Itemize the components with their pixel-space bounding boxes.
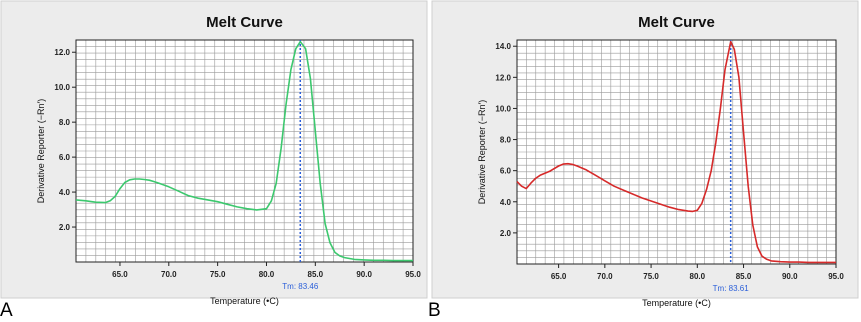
melt-curve-series-line [516, 40, 836, 264]
y-tick-label: 4.0 [59, 188, 71, 197]
x-tick-label: 80.0 [259, 270, 275, 279]
panel-label-b: B [428, 300, 441, 321]
x-tick-label: 90.0 [356, 270, 372, 279]
y-tick-label: 14.0 [495, 42, 511, 51]
y-tick-label: 4.0 [500, 198, 512, 207]
melt-curve-series-line [75, 40, 413, 262]
tm-marker-label: Tm: 83.46 [282, 282, 319, 291]
x-tick-label: 85.0 [308, 270, 324, 279]
x-tick-label: 65.0 [112, 270, 128, 279]
grid-lines [517, 40, 836, 264]
y-tick-label: 10.0 [495, 104, 511, 113]
y-axis-label: Derivative Reporter (−Rn′) [36, 99, 46, 203]
x-tick-label: 70.0 [161, 270, 177, 279]
x-axis-label: Temperature (•C) [210, 296, 279, 306]
y-tick-label: 2.0 [500, 229, 512, 238]
x-tick-label: 95.0 [405, 270, 421, 279]
y-tick-label: 6.0 [500, 167, 512, 176]
x-tick-label: 80.0 [690, 272, 706, 281]
x-tick-label: 65.0 [551, 272, 567, 281]
melt-curve-panel-a: Melt Curve 2.0 4.0 6.0 8.0 10.0 12.0 65.0 70.0 75… [0, 0, 430, 321]
x-tick-label: 75.0 [210, 270, 226, 279]
x-tick-label: 95.0 [828, 272, 844, 281]
tm-marker-label: Tm: 83.61 [713, 284, 750, 293]
y-tick-label: 10.0 [54, 83, 70, 92]
y-tick-label: 12.0 [495, 73, 511, 82]
plot-frame [75, 39, 414, 263]
x-tick-label: 70.0 [597, 272, 613, 281]
melt-curve-chart-b: Melt Curve 2.0 4.0 6.0 8.0 10.0 12.0 14.0 65.0 70… [431, 0, 859, 308]
chart-title: Melt Curve [206, 14, 283, 31]
y-tick-label: 8.0 [59, 118, 71, 127]
melt-curve-panel-b: Melt Curve 2.0 4.0 6.0 8.0 10.0 12.0 14.0 65.0 70… [428, 0, 861, 321]
y-axis-label: Derivative Reporter (−Rn′) [477, 100, 487, 204]
y-tick-label: 8.0 [500, 136, 512, 145]
x-tick-label: 85.0 [736, 272, 752, 281]
x-tick-label: 75.0 [643, 272, 659, 281]
y-tick-label: 6.0 [59, 153, 71, 162]
melt-curve-chart-a: Melt Curve 2.0 4.0 6.0 8.0 10.0 12.0 65.0 70.0 75… [0, 0, 428, 306]
chart-title: Melt Curve [638, 14, 715, 31]
plot-frame [516, 39, 837, 265]
x-tick-label: 90.0 [782, 272, 798, 281]
grid-lines [76, 40, 413, 262]
x-axis-label: Temperature (•C) [642, 298, 711, 308]
y-tick-label: 12.0 [54, 48, 70, 57]
panel-label-a: A [0, 300, 13, 321]
y-tick-label: 2.0 [59, 223, 71, 232]
